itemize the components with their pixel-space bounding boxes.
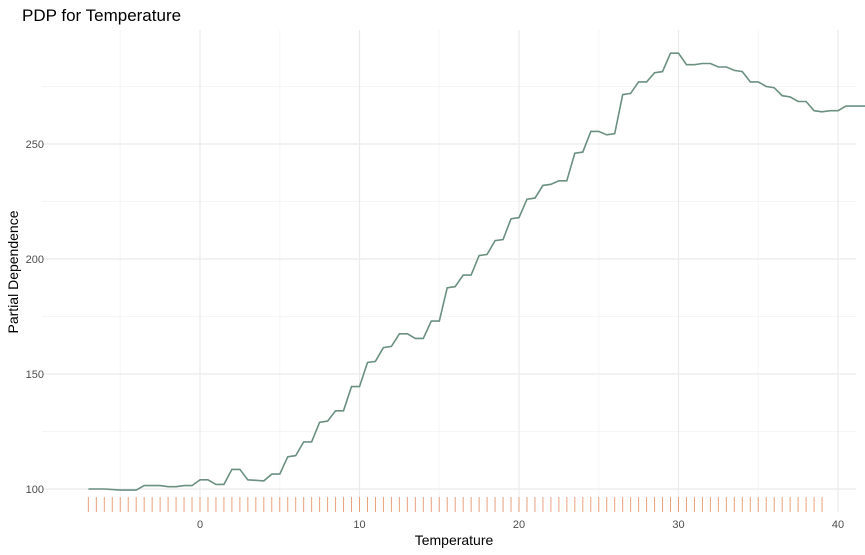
y-tick-label: 200 [26, 254, 44, 266]
y-tick-label: 250 [26, 139, 44, 151]
x-tick-label: 40 [832, 519, 844, 531]
x-axis-ticks: 0 10 20 30 40 [197, 519, 844, 531]
y-axis-label: Partial Dependence [5, 210, 21, 333]
x-tick-label: 10 [353, 519, 365, 531]
x-tick-label: 30 [672, 519, 684, 531]
chart-title: PDP for Temperature [22, 6, 181, 25]
y-tick-label: 150 [26, 369, 44, 381]
rug-marks [87, 497, 823, 512]
grid [42, 30, 856, 512]
y-tick-label: 100 [26, 484, 44, 496]
y-axis-ticks: 100 150 200 250 [26, 139, 44, 496]
series-line [88, 52, 865, 491]
x-tick-label: 0 [197, 519, 203, 531]
x-axis-label: Temperature [415, 532, 494, 548]
x-tick-label: 20 [513, 519, 525, 531]
